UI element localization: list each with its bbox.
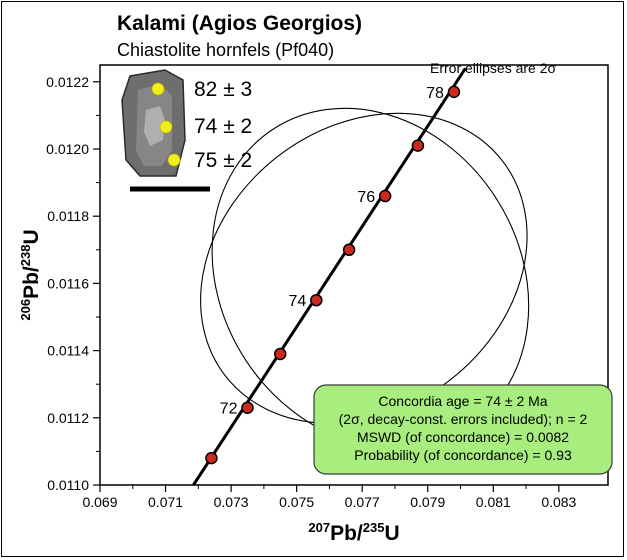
x-tick-label: 0.079 [410,494,445,510]
age-marker-75 [342,243,356,257]
age-marker-73 [274,347,287,361]
plot-area [99,64,609,486]
analysis-spot [151,82,165,96]
concordia-line [192,67,467,486]
error-ellipse [200,112,528,424]
age-marker-76 [378,189,392,203]
chart-subtitle: Chiastolite hornfels (Pf040) [117,40,334,60]
result-box-background [313,384,613,475]
x-axis-title-sup2: 235 [363,520,385,535]
analysis-spot [167,153,181,167]
x-axis-title-end: U [384,522,399,545]
age-marker-71 [205,451,218,465]
y-axis-title-main: Pb/ [20,266,43,299]
y-tick-label: 0.0122 [46,74,89,90]
age-marker-78 [447,85,461,99]
x-tick-label: 0.083 [541,494,576,510]
spot-age-label: 74 ± 2 [194,115,252,138]
x-tick-label: 0.077 [345,494,380,510]
y-tick-label: 0.0114 [47,343,89,359]
x-axis-title-main: Pb/ [330,522,363,545]
x-tick-label: 0.073 [214,494,249,510]
x-axis-ticks: 0.069 0.071 0.073 0.075 0.077 0.079 0.081 0.083 [82,485,577,510]
concordia-curve [192,67,467,486]
age-label-78: 78 [426,85,444,102]
y-tick-label: 0.0116 [47,275,89,291]
x-tick-label: 0.075 [279,494,314,510]
y-axis-title-sup2: 238 [18,245,33,267]
x-axis-title-sup1: 207 [308,520,330,535]
result-line: Probability (of concordance) = 0.93 [354,447,572,463]
age-label-76: 76 [357,189,375,206]
age-label-74: 74 [289,293,307,310]
result-line: MSWD (of concordance) = 0.0082 [357,429,569,445]
spot-age-label: 82 ± 3 [194,78,252,101]
x-axis-title: 207Pb/235U [308,520,399,545]
error-ellipse-note: Error ellipses are 2σ [430,60,556,76]
y-tick-label: 0.0112 [47,410,89,426]
age-marker-72 [241,401,254,414]
analysis-spots: 82 ± 3 74 ± 2 75 ± 2 [151,78,252,172]
result-line: Concordia age = 74 ± 2 Ma [378,393,547,409]
concordia-result-box: Concordia age = 74 ± 2 Ma (2σ, decay-cons… [313,384,613,475]
y-tick-label: 0.0110 [47,477,89,493]
zircon-grain-inset [121,69,210,192]
analysis-spot [159,120,173,134]
y-tick-label: 0.0118 [47,208,89,224]
concordia-age-markers: 72 74 76 78 [205,85,461,465]
age-marker-74 [310,293,323,307]
age-marker-77 [411,139,425,152]
spot-age-label: 75 ± 2 [194,149,252,172]
y-axis-ticks: 0.0110 0.0112 0.0114 0.0116 0.0118 0.0120 0.01… [46,74,100,493]
x-tick-label: 0.069 [82,494,117,510]
chart-title: Kalami (Agios Georgios) [117,12,362,35]
y-axis-title-sup1: 206 [18,299,33,321]
y-axis-title-end: U [20,229,43,244]
x-tick-label: 0.071 [148,494,183,510]
x-tick-label: 0.081 [476,494,511,510]
zircon-grain-core [144,106,165,146]
y-axis-title: 206Pb/238U [18,229,43,320]
y-tick-label: 0.0120 [46,141,89,157]
age-label-72: 72 [220,401,238,418]
result-line: (2σ, decay-const. errors included); n = … [339,411,588,427]
